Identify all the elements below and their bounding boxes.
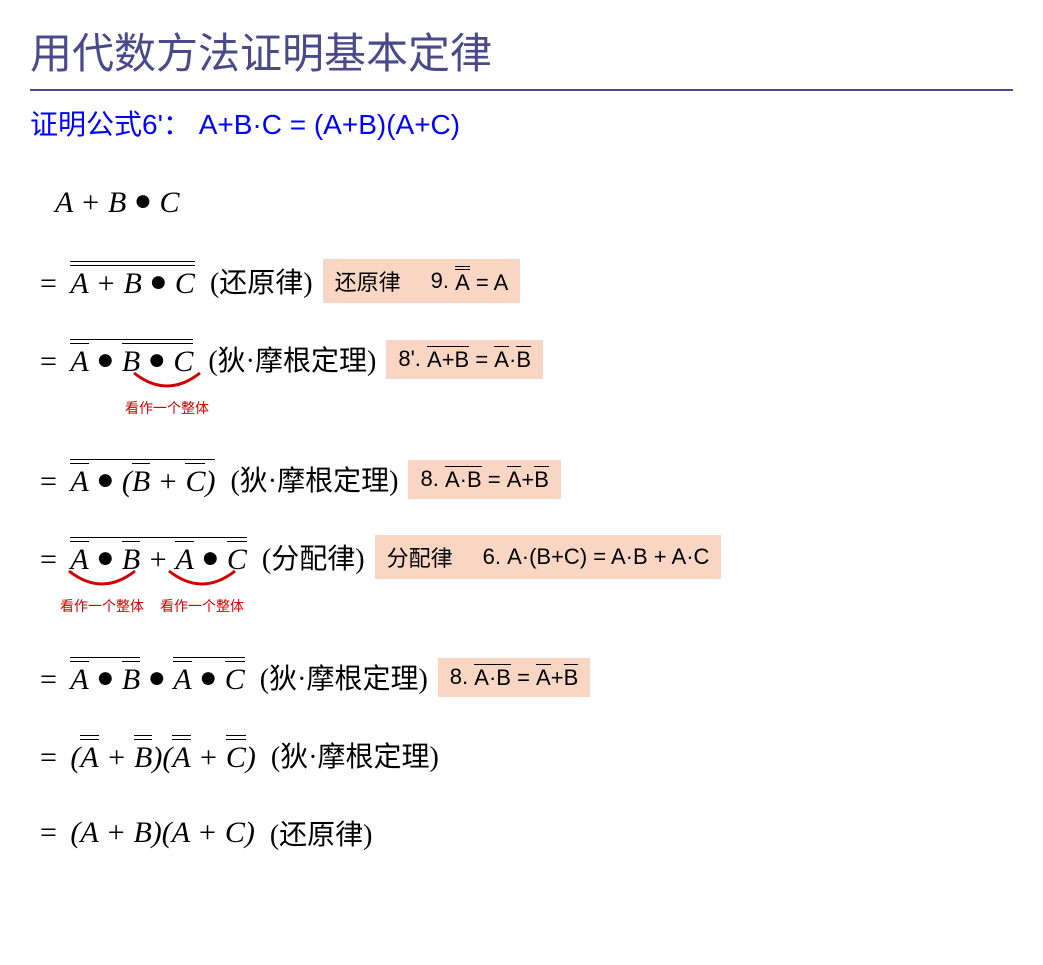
ref-box-s3: 8. A·B = A+B <box>408 460 560 499</box>
annotation-group: 看作一个整体 <box>60 569 144 616</box>
ref-num: 8. <box>420 466 438 492</box>
formula-s1: = A + B ● C <box>40 261 195 301</box>
step-row: = A ● B ● A ● C (狄·摩根定理) 8. A·B = A+B <box>30 647 1013 707</box>
step-row: = (A + B)(A + C) (狄·摩根定理) <box>30 725 1013 785</box>
annotation-group: 看作一个整体 <box>160 569 244 616</box>
reason-s5: (狄·摩根定理) <box>260 657 428 697</box>
formula-s5: = A ● B ● A ● C <box>40 657 245 697</box>
formula-s0: A + B ● C <box>40 186 180 220</box>
ref-box-s2: 8'. A+B = A·B <box>386 340 543 379</box>
ref-label: 分配律 <box>387 541 453 573</box>
ref-num: 6. <box>483 544 501 570</box>
ref-num: 9. <box>431 268 449 294</box>
ref-box-s1: 还原律 9. A = A <box>323 259 521 303</box>
step-row: A + B ● C <box>30 173 1013 233</box>
ref-rule: A·(B+C) = A·B + A·C <box>507 544 709 570</box>
step-row: = A ● B + A ● C (分配律) 分配律 6. A·(B+C) = A… <box>30 527 1013 587</box>
ref-rule: A·B = A+B <box>474 664 578 691</box>
arc-icon <box>167 569 237 589</box>
arc-icon <box>67 569 137 589</box>
ref-rule: A·B = A+B <box>445 466 549 493</box>
ref-label: 还原律 <box>335 265 401 297</box>
page-title: 用代数方法证明基本定律 <box>30 20 1013 91</box>
formula-s7: = (A + B)(A + C) <box>40 816 255 850</box>
reason-s1: (还原律) <box>210 261 313 301</box>
reason-s4: (分配律) <box>262 537 365 577</box>
annotation-text: 看作一个整体 <box>125 398 209 418</box>
annotation-group: 看作一个整体 <box>125 371 209 418</box>
ref-num: 8. <box>450 664 468 690</box>
reason-s2: (狄·摩根定理) <box>208 339 376 379</box>
step-row: = A ● B ● C (狄·摩根定理) 8'. A+B = A·B 看作一个整… <box>30 329 1013 389</box>
reason-s3: (狄·摩根定理) <box>230 459 398 499</box>
ref-rule: A+B = A·B <box>427 346 531 373</box>
ref-box-s4: 分配律 6. A·(B+C) = A·B + A·C <box>375 535 722 579</box>
proof-subtitle: 证明公式6'： A+B·C = (A+B)(A+C) <box>30 103 1013 143</box>
annotation-text: 看作一个整体 <box>160 596 244 616</box>
arc-icon <box>132 371 202 391</box>
ref-num: 8'. <box>398 346 421 372</box>
ref-box-s5: 8. A·B = A+B <box>438 658 590 697</box>
step-row: = A + B ● C (还原律) 还原律 9. A = A <box>30 251 1013 311</box>
annotation-text: 看作一个整体 <box>60 596 144 616</box>
reason-s6: (狄·摩根定理) <box>271 735 439 775</box>
formula-s3: = A ● (B + C) <box>40 459 215 499</box>
step-row: = A ● (B + C) (狄·摩根定理) 8. A·B = A+B <box>30 449 1013 509</box>
ref-rule: A = A <box>455 266 508 296</box>
reason-s7: (还原律) <box>270 813 373 853</box>
step-row: = (A + B)(A + C) (还原律) <box>30 803 1013 863</box>
formula-s6: = (A + B)(A + C) <box>40 735 256 775</box>
